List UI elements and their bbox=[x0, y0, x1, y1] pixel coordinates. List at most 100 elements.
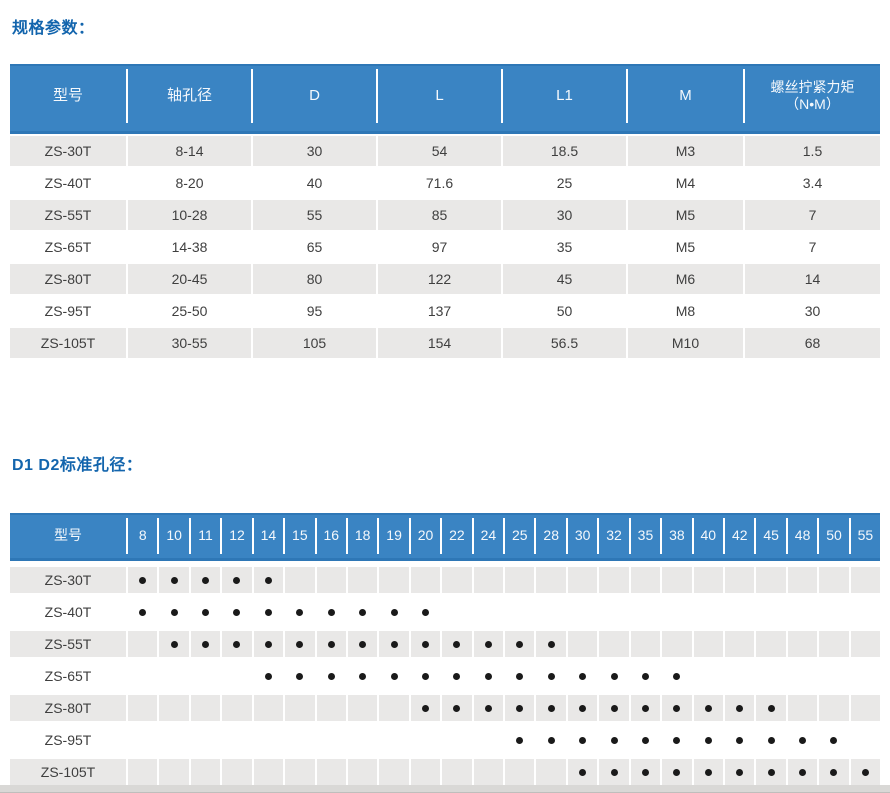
value-cell: 50 bbox=[503, 296, 628, 326]
bore-cell bbox=[159, 567, 191, 593]
bore-available-dot bbox=[453, 704, 461, 712]
bore-cell bbox=[599, 663, 631, 689]
bore-cell bbox=[662, 567, 694, 593]
bore-cell bbox=[253, 727, 286, 753]
bore-available-dot bbox=[202, 576, 210, 584]
value-cell: 30-55 bbox=[128, 328, 253, 358]
bore-cell bbox=[316, 663, 348, 689]
bore-header-model-cell: 型号 bbox=[10, 518, 128, 554]
bore-cell bbox=[316, 727, 348, 753]
spec-header-cell: 型号 bbox=[10, 69, 128, 123]
bore-header-size-cell: 19 bbox=[379, 518, 411, 554]
bore-cell bbox=[159, 727, 191, 753]
spec-header-line: 螺丝拧紧力矩 bbox=[770, 78, 855, 95]
bore-available-dot bbox=[673, 704, 681, 712]
bore-cell bbox=[253, 663, 286, 689]
bore-cell bbox=[285, 599, 317, 625]
bore-cell bbox=[159, 631, 191, 657]
value-cell: 105 bbox=[253, 328, 378, 358]
value-cell: 40 bbox=[253, 168, 378, 198]
bore-cell bbox=[222, 663, 254, 689]
model-cell: ZS-55T bbox=[10, 200, 128, 230]
bore-table-body: ZS-30T ZS-40T ZS-55T ZS-65T ZS-80T ZS-95T ZS-1… bbox=[10, 567, 881, 785]
spec-header-line: M bbox=[679, 86, 692, 104]
bore-available-dot bbox=[579, 672, 587, 680]
bore-cell bbox=[819, 599, 851, 625]
bore-cell bbox=[473, 567, 506, 593]
bore-available-dot bbox=[547, 704, 555, 712]
bore-cell bbox=[599, 727, 631, 753]
value-cell: M5 bbox=[628, 200, 745, 230]
bore-cell bbox=[347, 567, 380, 593]
bore-available-dot bbox=[453, 640, 461, 648]
bore-cell bbox=[630, 631, 663, 657]
bore-cell bbox=[662, 695, 694, 721]
bore-header-size-cell: 18 bbox=[348, 518, 380, 554]
bore-cell bbox=[693, 727, 726, 753]
spec-table-row: ZS-30T 8-14 30 54 18.5 M3 1.5 bbox=[10, 136, 880, 166]
bore-cell bbox=[630, 567, 663, 593]
value-cell: 30 bbox=[503, 200, 628, 230]
bore-cell bbox=[756, 759, 788, 785]
bore-cell bbox=[410, 663, 443, 689]
value-cell: 65 bbox=[253, 232, 378, 262]
spec-table-row: ZS-65T 14-38 65 97 35 M5 7 bbox=[10, 232, 880, 262]
bore-available-dot bbox=[704, 704, 712, 712]
bore-available-dot bbox=[704, 736, 712, 744]
bore-cell bbox=[379, 663, 411, 689]
bore-cell bbox=[285, 759, 317, 785]
value-cell: 18.5 bbox=[503, 136, 628, 166]
bore-cell bbox=[410, 695, 443, 721]
bore-header-size-cell: 8 bbox=[128, 518, 160, 554]
bore-header-size-cell: 45 bbox=[756, 518, 788, 554]
bore-available-dot bbox=[704, 768, 712, 776]
bore-available-dot bbox=[422, 672, 429, 680]
bore-cell bbox=[379, 567, 411, 593]
bore-cell bbox=[630, 727, 663, 753]
value-cell: 30 bbox=[253, 136, 378, 166]
bore-cell bbox=[442, 759, 474, 785]
bore-cell bbox=[159, 663, 191, 689]
bore-cell bbox=[379, 759, 411, 785]
bore-cell bbox=[725, 599, 757, 625]
bore-available-dot bbox=[390, 608, 398, 616]
bore-available-dot bbox=[673, 672, 681, 680]
spec-header-cell: M bbox=[628, 69, 745, 123]
bore-available-dot bbox=[233, 576, 241, 584]
bore-cell bbox=[536, 695, 568, 721]
bore-cell bbox=[128, 695, 160, 721]
bore-available-dot bbox=[484, 704, 492, 712]
bore-cell bbox=[819, 567, 851, 593]
value-cell: 1.5 bbox=[745, 136, 880, 166]
bore-cell bbox=[693, 599, 726, 625]
value-cell: M4 bbox=[628, 168, 745, 198]
bore-available-dot bbox=[579, 736, 587, 744]
value-cell: 80 bbox=[253, 264, 378, 294]
bore-available-dot bbox=[547, 672, 555, 680]
bore-cell bbox=[410, 599, 443, 625]
value-cell: 7 bbox=[745, 200, 880, 230]
bore-header-size-cell: 38 bbox=[662, 518, 694, 554]
bore-cell bbox=[505, 695, 537, 721]
bore-available-dot bbox=[327, 608, 335, 616]
bore-available-dot bbox=[516, 640, 524, 648]
bore-cell bbox=[379, 727, 411, 753]
value-cell: 154 bbox=[378, 328, 503, 358]
bore-available-dot bbox=[767, 736, 775, 744]
bore-cell bbox=[756, 663, 788, 689]
bore-available-dot bbox=[641, 704, 649, 712]
bore-cell bbox=[662, 759, 694, 785]
bore-cell bbox=[536, 663, 568, 689]
bore-cell bbox=[756, 631, 788, 657]
bore-available-dot bbox=[296, 672, 304, 680]
bore-cell bbox=[473, 759, 506, 785]
bore-cell bbox=[536, 759, 568, 785]
value-cell: 14 bbox=[745, 264, 880, 294]
bore-cell bbox=[630, 759, 663, 785]
bore-available-dot bbox=[139, 608, 147, 616]
bore-header-size-cell: 30 bbox=[568, 518, 600, 554]
bore-cell bbox=[850, 631, 881, 657]
bore-cell bbox=[630, 663, 663, 689]
bore-cell bbox=[819, 759, 851, 785]
